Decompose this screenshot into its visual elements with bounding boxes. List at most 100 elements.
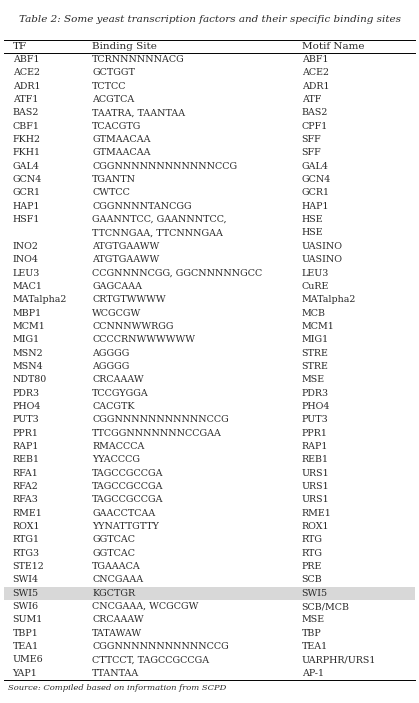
Text: FKH1: FKH1 <box>13 148 41 157</box>
Text: ACE2: ACE2 <box>13 68 39 77</box>
Text: CCGNNNNCGG, GGCNNNNNGCC: CCGNNNNCGG, GGCNNNNNGCC <box>92 269 262 278</box>
Text: GCR1: GCR1 <box>302 188 330 198</box>
Text: ATF: ATF <box>302 95 321 104</box>
Text: ADR1: ADR1 <box>302 82 329 91</box>
Text: TEA1: TEA1 <box>302 642 328 651</box>
Text: GCR1: GCR1 <box>13 188 41 198</box>
Text: GGTCAC: GGTCAC <box>92 549 135 557</box>
Text: RTG1: RTG1 <box>13 536 39 544</box>
Text: CTTCCT, TAGCCGCCGA: CTTCCT, TAGCCGCCGA <box>92 655 210 664</box>
Text: CGGNNNNNNNNNNNCCG: CGGNNNNNNNNNNNCCG <box>92 642 229 651</box>
Text: RAP1: RAP1 <box>302 442 328 451</box>
Text: PUT3: PUT3 <box>13 415 39 425</box>
Text: CRCAAAW: CRCAAAW <box>92 375 144 385</box>
Text: AP-1: AP-1 <box>302 669 324 678</box>
Text: SWI6: SWI6 <box>13 602 39 611</box>
Text: RFA3: RFA3 <box>13 496 39 504</box>
Text: CRTGTWWWW: CRTGTWWWW <box>92 295 166 304</box>
Text: CNCGAAA, WCGCGW: CNCGAAA, WCGCGW <box>92 602 199 611</box>
Text: PPR1: PPR1 <box>302 429 328 438</box>
Text: MATalpha2: MATalpha2 <box>302 295 356 304</box>
Text: FKH2: FKH2 <box>13 135 41 144</box>
Text: REB1: REB1 <box>302 456 328 464</box>
Text: MIG1: MIG1 <box>13 335 40 344</box>
Text: TF: TF <box>13 42 27 51</box>
Text: CGGNNNNNNNNNNNNCCG: CGGNNNNNNNNNNNNCCG <box>92 162 237 171</box>
Text: PDR3: PDR3 <box>302 389 329 398</box>
Text: STE12: STE12 <box>13 562 44 571</box>
Text: YAP1: YAP1 <box>13 669 37 678</box>
Text: UME6: UME6 <box>13 655 43 664</box>
Text: TBP1: TBP1 <box>13 628 38 638</box>
Text: TCTCC: TCTCC <box>92 82 127 91</box>
Text: ROX1: ROX1 <box>13 522 40 531</box>
Text: TGAAACA: TGAAACA <box>92 562 141 571</box>
Text: PHO4: PHO4 <box>13 402 41 411</box>
Text: CRCAAAW: CRCAAAW <box>92 615 144 624</box>
Text: TCRNNNNNNACG: TCRNNNNNNACG <box>92 55 185 64</box>
Text: PDR3: PDR3 <box>13 389 40 398</box>
Text: RAP1: RAP1 <box>13 442 39 451</box>
Text: TTCNNGAA, TTCNNNGAA: TTCNNGAA, TTCNNNGAA <box>92 228 223 238</box>
Text: ATGTGAAWW: ATGTGAAWW <box>92 242 160 251</box>
Text: MCM1: MCM1 <box>302 322 334 331</box>
Text: INO2: INO2 <box>13 242 39 251</box>
Text: RTG: RTG <box>302 536 323 544</box>
Text: KGCTGR: KGCTGR <box>92 588 135 598</box>
Text: HAP1: HAP1 <box>13 202 40 211</box>
Text: HSE: HSE <box>302 228 323 238</box>
Text: LEU3: LEU3 <box>13 269 40 278</box>
Text: CGGNNNNNNNNNNNCCG: CGGNNNNNNNNNNNCCG <box>92 415 229 425</box>
Text: GAACCTCAA: GAACCTCAA <box>92 509 155 517</box>
Text: MIG1: MIG1 <box>302 335 329 344</box>
Text: URS1: URS1 <box>302 496 329 504</box>
Text: CWTCC: CWTCC <box>92 188 130 198</box>
Text: GAL4: GAL4 <box>13 162 39 171</box>
Text: AGGGG: AGGGG <box>92 349 129 358</box>
Text: MSN4: MSN4 <box>13 362 43 371</box>
Text: TAGCCGCCGA: TAGCCGCCGA <box>92 469 164 477</box>
Text: BAS2: BAS2 <box>13 108 39 117</box>
Text: TAATRA, TAANTAA: TAATRA, TAANTAA <box>92 108 185 117</box>
Text: ACGTCA: ACGTCA <box>92 95 134 104</box>
Text: TATAWAW: TATAWAW <box>92 628 142 638</box>
Text: MATalpha2: MATalpha2 <box>13 295 67 304</box>
Text: ACE2: ACE2 <box>302 68 328 77</box>
Text: GAL4: GAL4 <box>302 162 328 171</box>
Text: TTCGGNNNNNNNCCGAA: TTCGGNNNNNNNCCGAA <box>92 429 222 438</box>
Text: LEU3: LEU3 <box>302 269 329 278</box>
Text: MAC1: MAC1 <box>13 282 42 291</box>
Text: GGTCAC: GGTCAC <box>92 536 135 544</box>
Text: Binding Site: Binding Site <box>92 42 157 51</box>
Text: ADR1: ADR1 <box>13 82 40 91</box>
Text: ROX1: ROX1 <box>302 522 329 531</box>
Text: RFA1: RFA1 <box>13 469 38 477</box>
Text: Table 2: Some yeast transcription factors and their specific binding sites: Table 2: Some yeast transcription factor… <box>18 15 401 25</box>
Text: TCACGTG: TCACGTG <box>92 122 142 131</box>
Text: GCN4: GCN4 <box>302 175 331 184</box>
Text: GCN4: GCN4 <box>13 175 42 184</box>
Text: ABF1: ABF1 <box>13 55 39 64</box>
Text: REB1: REB1 <box>13 456 39 464</box>
Text: URS1: URS1 <box>302 482 329 491</box>
Text: ABF1: ABF1 <box>302 55 328 64</box>
Text: SWI4: SWI4 <box>13 576 39 584</box>
Text: CuRE: CuRE <box>302 282 329 291</box>
Text: TAGCCGCCGA: TAGCCGCCGA <box>92 482 164 491</box>
Text: Source: Compiled based on information from SCPD: Source: Compiled based on information fr… <box>8 684 227 692</box>
Text: ATF1: ATF1 <box>13 95 38 104</box>
Text: TEA1: TEA1 <box>13 642 39 651</box>
Text: SCB: SCB <box>302 576 323 584</box>
Text: SWI5: SWI5 <box>13 588 39 598</box>
Text: CNCGAAA: CNCGAAA <box>92 576 143 584</box>
Text: RTG: RTG <box>302 549 323 557</box>
Text: WCGCGW: WCGCGW <box>92 309 142 318</box>
Text: HAP1: HAP1 <box>302 202 329 211</box>
Text: PPR1: PPR1 <box>13 429 39 438</box>
Text: MCB: MCB <box>302 309 326 318</box>
Text: SFF: SFF <box>302 135 321 144</box>
Text: BAS2: BAS2 <box>302 108 328 117</box>
Text: RMACCCA: RMACCCA <box>92 442 145 451</box>
Text: UASINO: UASINO <box>302 255 343 264</box>
Text: GCTGGT: GCTGGT <box>92 68 135 77</box>
